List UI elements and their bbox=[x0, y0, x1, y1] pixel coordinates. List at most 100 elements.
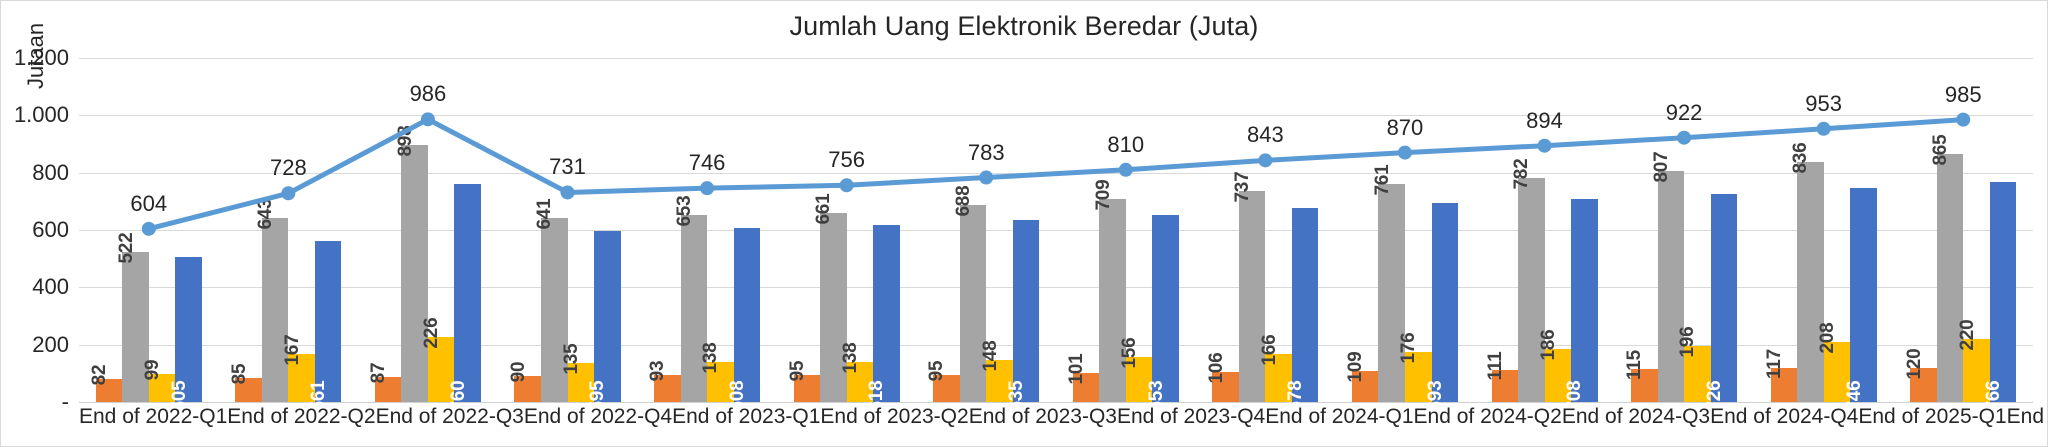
bar-fill bbox=[1989, 182, 2017, 402]
bar-fill bbox=[654, 375, 681, 402]
bar-value-label: 90 bbox=[507, 361, 529, 383]
bar-fill bbox=[1378, 183, 1405, 402]
bar-fill bbox=[1910, 367, 1937, 402]
bar-fill bbox=[148, 373, 176, 402]
gridline bbox=[79, 287, 2033, 289]
bar-group-bars: 120 865 220 766 bbox=[1894, 58, 2034, 412]
bar-fill bbox=[1850, 188, 1877, 402]
bar-value-label: 138 bbox=[700, 342, 722, 375]
bar-fill bbox=[1710, 193, 1738, 402]
bar-value-label: 186 bbox=[1537, 329, 1559, 361]
bar-fill bbox=[454, 184, 482, 402]
bar-fill bbox=[1291, 207, 1319, 402]
bar-group-bars: 90 641 135 595 bbox=[498, 58, 638, 412]
bar-group-bars: 85 643 167 561 bbox=[219, 58, 359, 412]
bar-value-label: 85 bbox=[228, 363, 250, 385]
bar-fill bbox=[680, 214, 708, 402]
bar-group: 109 761 176 693 bbox=[1335, 58, 1475, 412]
bar-group: 117 836 208 746 bbox=[1754, 58, 1894, 412]
bar-value-label: 522 bbox=[115, 232, 137, 264]
bar-fill bbox=[986, 359, 1013, 402]
x-axis-tick-labels: End of 2022-Q1 End of 2022-Q2 End of 2022-… bbox=[79, 405, 2047, 441]
bar-value-label: 226 bbox=[421, 317, 443, 349]
bar-fill bbox=[374, 377, 402, 402]
x-axis-tick-label: End of 2024-Q4 bbox=[1710, 405, 1859, 428]
bar-group: 120 865 220 766 bbox=[1894, 58, 2034, 412]
bar-group-bars: 82 522 99 505 bbox=[79, 58, 219, 412]
bar-fill bbox=[261, 217, 289, 402]
bar-fill bbox=[1265, 354, 1292, 402]
x-axis-tick-label: End of 2025-Q1 bbox=[1858, 405, 2007, 428]
bar-fill bbox=[1518, 177, 1545, 402]
bar-fill bbox=[427, 337, 455, 402]
bar-value-label: 120 bbox=[1903, 348, 1925, 380]
bar-fill bbox=[820, 212, 847, 402]
bar-fill bbox=[733, 227, 761, 402]
y-axis-tick-label: 600 bbox=[32, 217, 69, 242]
x-axis-tick-label: End of 2023-Q3 bbox=[968, 405, 1117, 428]
bar-group: 85 643 167 561 bbox=[219, 58, 359, 412]
x-axis-tick-label: End of 2022-Q1 bbox=[79, 405, 228, 428]
bar-fill bbox=[1963, 338, 1990, 402]
bar-group: 95 661 138 618 bbox=[777, 58, 917, 412]
y-axis-tick-label: 200 bbox=[32, 331, 69, 357]
bar-fill bbox=[401, 144, 428, 402]
bar-fill bbox=[1125, 357, 1153, 402]
bar-value-label: 782 bbox=[1511, 158, 1533, 190]
bar-value-label: 99 bbox=[142, 359, 164, 380]
bar-value-label: 220 bbox=[1956, 319, 1978, 351]
bar-value-label: 111 bbox=[1484, 351, 1506, 381]
x-axis-tick-label: End of 2024-Q3 bbox=[1561, 405, 1711, 428]
bar-group: 90 641 135 595 bbox=[498, 58, 638, 412]
bar-value-label: 761 bbox=[1371, 164, 1393, 196]
bar-fill bbox=[95, 378, 123, 402]
bar-value-label: 95 bbox=[786, 360, 808, 382]
bar-value-label: 737 bbox=[1232, 171, 1254, 203]
x-axis-tick-label: End of 2023-Q2 bbox=[820, 405, 969, 428]
bar-value-label: 709 bbox=[1092, 179, 1114, 211]
bar-value-label: 101 bbox=[1066, 353, 1088, 385]
x-axis-tick-label: End of 2022-Q2 bbox=[227, 405, 376, 428]
bar-value-label: 167 bbox=[281, 334, 303, 366]
bar-fill bbox=[1099, 198, 1126, 402]
bar-group-bars: 115 807 196 726 bbox=[1614, 58, 1754, 412]
bar-fill bbox=[1431, 203, 1459, 402]
bar-value-label: 208 bbox=[1817, 322, 1838, 354]
bar-group-bars: 101 709 156 653 bbox=[1056, 58, 1196, 412]
x-axis-tick-label: End of 2024-Q2 bbox=[1413, 405, 1562, 428]
gridline bbox=[79, 402, 2033, 403]
bar-fill bbox=[793, 374, 821, 402]
bar-group-bars: 95 661 138 618 bbox=[777, 58, 917, 412]
y-axis-tick-label: 1.000 bbox=[13, 102, 69, 128]
bar-fill bbox=[1212, 371, 1239, 402]
x-axis-tick-label: End of 2023-Q1 bbox=[672, 405, 821, 428]
bar-fill bbox=[1405, 351, 1432, 402]
bar-value-label: 117 bbox=[1763, 349, 1785, 380]
bar-fill bbox=[1936, 154, 1964, 402]
bar-group-bars: 87 898 226 760 bbox=[358, 58, 498, 412]
y-axis-tick-label: 800 bbox=[32, 159, 69, 185]
y-axis-tick-label: 1.200 bbox=[13, 45, 69, 70]
bar-fill bbox=[1238, 190, 1266, 402]
bar-fill bbox=[1152, 214, 1179, 402]
bar-fill bbox=[1631, 369, 1658, 402]
bar-fill bbox=[314, 241, 342, 402]
x-axis-tick-label: End of 2022-Q4 bbox=[523, 405, 673, 428]
bar-value-label: 115 bbox=[1624, 350, 1646, 381]
chart-title: Jumlah Uang Elektronik Beredar (Juta) bbox=[789, 11, 1259, 41]
bar-group: 82 522 99 505 bbox=[79, 58, 219, 412]
bar-group-bars: 111 782 186 708 bbox=[1475, 58, 1615, 412]
x-axis-tick-label: End of 2022-Q3 bbox=[375, 405, 524, 428]
gridline bbox=[79, 58, 2033, 59]
bar-fill bbox=[1012, 219, 1040, 402]
x-axis-tick-label: End of 2023-Q4 bbox=[1116, 405, 1266, 428]
bar-fill bbox=[846, 362, 874, 402]
bar-fill bbox=[1797, 162, 1824, 402]
bar-value-label: 865 bbox=[1930, 134, 1952, 166]
x-axis-tick-label: End of 2025-Q2 bbox=[2006, 405, 2047, 428]
bar-fill bbox=[1770, 368, 1798, 402]
bar-value-label: 93 bbox=[647, 360, 669, 382]
bar-group-bars: 109 761 176 693 bbox=[1335, 58, 1475, 412]
bar-fill bbox=[1684, 345, 1711, 402]
